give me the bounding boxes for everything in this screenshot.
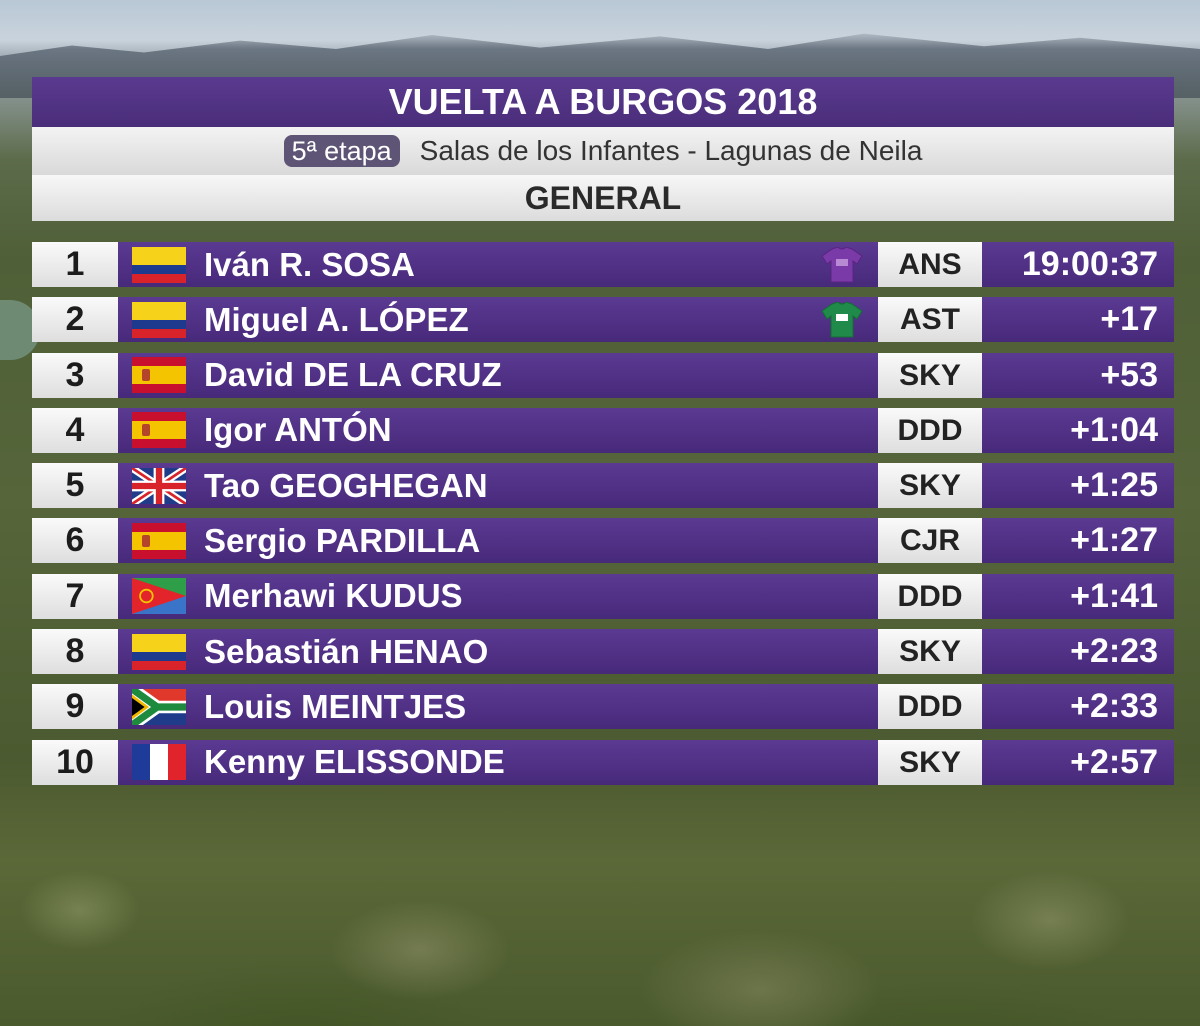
colombia-flag-icon xyxy=(132,301,186,338)
standings-row: 7 Merhawi KUDUS DDD +1:41 xyxy=(32,573,1174,619)
position: 1 xyxy=(32,242,118,287)
standings-row: 1 Iván R. SOSA ANS 19:00:37 xyxy=(32,242,1174,287)
position: 3 xyxy=(32,352,118,398)
spain-flag-icon xyxy=(132,522,186,559)
position: 9 xyxy=(32,684,118,730)
team-code: SKY xyxy=(878,629,982,675)
rider-cell: Miguel A. LÓPEZ xyxy=(118,297,878,343)
eritrea-flag-icon xyxy=(132,578,186,615)
team-code: SKY xyxy=(878,463,982,509)
spain-flag-icon xyxy=(132,357,186,394)
time-gap: +17 xyxy=(982,297,1174,343)
classification-title: GENERAL xyxy=(32,175,1174,221)
rider-name: Louis MEINTJES xyxy=(204,687,467,725)
time-gap: +2:33 xyxy=(982,684,1174,730)
time-gap: +1:27 xyxy=(982,518,1174,564)
rider-name: Kenny ELISSONDE xyxy=(204,743,505,781)
team-code: DDD xyxy=(878,407,982,453)
position: 7 xyxy=(32,573,118,619)
time-gap: +2:57 xyxy=(982,739,1174,785)
rider-name: Igor ANTÓN xyxy=(204,411,392,449)
colombia-flag-icon xyxy=(132,246,186,283)
united-kingdom-flag-icon xyxy=(132,467,186,504)
stage-info: 5ª etapa Salas de los Infantes - Lagunas… xyxy=(32,127,1174,175)
colombia-flag-icon xyxy=(132,633,186,670)
team-code: SKY xyxy=(878,739,982,785)
standings-row: 3 David DE LA CRUZ SKY +53 xyxy=(32,352,1174,398)
purple-jersey-icon xyxy=(821,247,863,283)
team-code: DDD xyxy=(878,684,982,730)
rider-cell: Merhawi KUDUS xyxy=(118,573,878,619)
rider-name: Miguel A. LÓPEZ xyxy=(204,300,469,338)
position: 8 xyxy=(32,629,118,675)
standings-row: 2 Miguel A. LÓPEZ AST +17 xyxy=(32,297,1174,343)
green-jersey-icon xyxy=(821,302,863,338)
rider-cell: Tao GEOGHEGAN xyxy=(118,463,878,509)
time-gap: +2:23 xyxy=(982,629,1174,675)
rider-name: Sergio PARDILLA xyxy=(204,521,481,559)
rider-cell: Sergio PARDILLA xyxy=(118,518,878,564)
stage-route: Salas de los Infantes - Lagunas de Neila xyxy=(419,135,923,166)
stage-badge: 5ª etapa xyxy=(283,135,400,167)
rider-name: Tao GEOGHEGAN xyxy=(204,466,488,504)
standings-row: 6 Sergio PARDILLA CJR +1:27 xyxy=(32,518,1174,564)
time-gap: +53 xyxy=(982,352,1174,398)
spain-flag-icon xyxy=(132,412,186,449)
position: 2 xyxy=(32,297,118,343)
team-code: SKY xyxy=(878,352,982,398)
standings-table: 1 Iván R. SOSA ANS 19:00:37 2 Miguel A. … xyxy=(32,242,1174,795)
standings-row: 9 Louis MEINTJES DDD +2:33 xyxy=(32,684,1174,730)
rider-cell: Kenny ELISSONDE xyxy=(118,739,878,785)
race-title: VUELTA A BURGOS 2018 xyxy=(32,77,1174,127)
rider-cell: Louis MEINTJES xyxy=(118,684,878,730)
standings-row: 4 Igor ANTÓN DDD +1:04 xyxy=(32,407,1174,453)
standings-row: 10 Kenny ELISSONDE SKY +2:57 xyxy=(32,739,1174,785)
standings-row: 8 Sebastián HENAO SKY +2:23 xyxy=(32,629,1174,675)
team-code: ANS xyxy=(878,242,982,287)
rider-cell: Iván R. SOSA xyxy=(118,242,878,287)
rider-cell: Igor ANTÓN xyxy=(118,407,878,453)
rider-cell: David DE LA CRUZ xyxy=(118,352,878,398)
rider-name: David DE LA CRUZ xyxy=(204,356,502,394)
standings-row: 5 Tao GEOGHEGAN SKY +1:25 xyxy=(32,463,1174,509)
position: 6 xyxy=(32,518,118,564)
rider-cell: Sebastián HENAO xyxy=(118,629,878,675)
south-africa-flag-icon xyxy=(132,688,186,725)
position: 4 xyxy=(32,407,118,453)
team-code: AST xyxy=(878,297,982,343)
rider-name: Merhawi KUDUS xyxy=(204,577,463,615)
time-gap: +1:25 xyxy=(982,463,1174,509)
rider-name: Sebastián HENAO xyxy=(204,632,489,670)
position: 10 xyxy=(32,739,118,785)
team-code: DDD xyxy=(878,573,982,619)
time-gap: +1:41 xyxy=(982,573,1174,619)
time-gap: 19:00:37 xyxy=(982,242,1174,287)
team-code: CJR xyxy=(878,518,982,564)
position: 5 xyxy=(32,463,118,509)
time-gap: +1:04 xyxy=(982,407,1174,453)
rider-name: Iván R. SOSA xyxy=(204,245,415,283)
france-flag-icon xyxy=(132,744,186,781)
